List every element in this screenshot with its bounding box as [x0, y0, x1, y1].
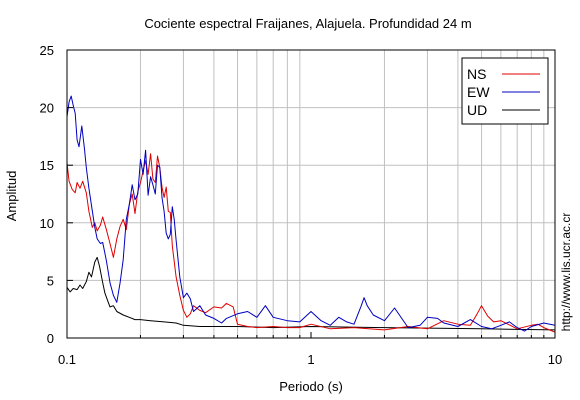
- series-line-ud: [67, 256, 555, 331]
- legend-box: [461, 57, 549, 125]
- plot-series: [67, 95, 555, 333]
- y-tick-label: 10: [40, 216, 54, 231]
- x-tick-label: 0.1: [58, 352, 76, 367]
- y-tick-label: 20: [40, 101, 54, 116]
- x-tick-label: 1: [307, 352, 314, 367]
- y-tick-label: 0: [47, 331, 54, 346]
- source-url-watermark: http://www.lis.ucr.ac.cr: [559, 213, 573, 332]
- legend: NS EW UD: [461, 57, 549, 125]
- y-axis-label: Amplitud: [4, 171, 19, 222]
- y-tick-label: 5: [47, 273, 54, 288]
- legend-label-ew: EW: [467, 84, 490, 100]
- x-axis-label: Periodo (s): [279, 379, 343, 394]
- y-tick-label: 15: [40, 158, 54, 173]
- series-line-ew: [67, 95, 555, 332]
- legend-label-ns: NS: [467, 66, 486, 82]
- chart-title: Cociente espectral Fraijanes, Alajuela. …: [144, 16, 471, 31]
- series-line-ns: [67, 153, 555, 333]
- axis-ticks: 0 5 10 15 20 25 0.1 1 10: [40, 43, 563, 367]
- x-tick-label: 10: [548, 352, 562, 367]
- legend-label-ud: UD: [467, 102, 487, 118]
- legend-entries: NS EW UD: [467, 66, 540, 118]
- y-tick-label: 25: [40, 43, 54, 58]
